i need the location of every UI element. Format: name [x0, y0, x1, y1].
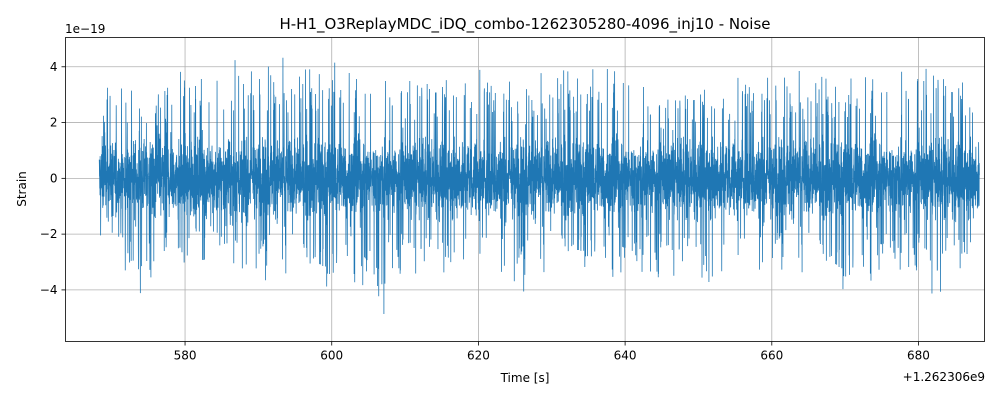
y-tick-label: 0 — [50, 171, 58, 185]
x-tick-label: 660 — [760, 349, 783, 363]
y-tick-label: −4 — [40, 283, 58, 297]
strain-series-line — [98, 57, 980, 315]
x-tick-label: 580 — [174, 349, 197, 363]
x-axis-label: Time [s] — [500, 371, 550, 385]
x-offset-label: +1.262306e9 — [903, 370, 985, 384]
y-tick-label: −2 — [40, 227, 58, 241]
x-tick-label: 680 — [907, 349, 930, 363]
x-tick-label: 620 — [467, 349, 490, 363]
chart-title: H-H1_O3ReplayMDC_iDQ_combo-1262305280-40… — [279, 15, 770, 34]
x-tick-label: 600 — [320, 349, 343, 363]
y-tick-label: 4 — [50, 60, 58, 74]
ticks-layer: 580 600 620 640 660 680 −4 −2 0 2 4 — [40, 60, 930, 363]
y-tick-label: 2 — [50, 116, 58, 130]
y-axis-label: Strain — [15, 171, 29, 207]
plot-frame — [65, 37, 985, 342]
x-tick-label: 640 — [614, 349, 637, 363]
y-scale-label: 1e−19 — [65, 22, 105, 36]
